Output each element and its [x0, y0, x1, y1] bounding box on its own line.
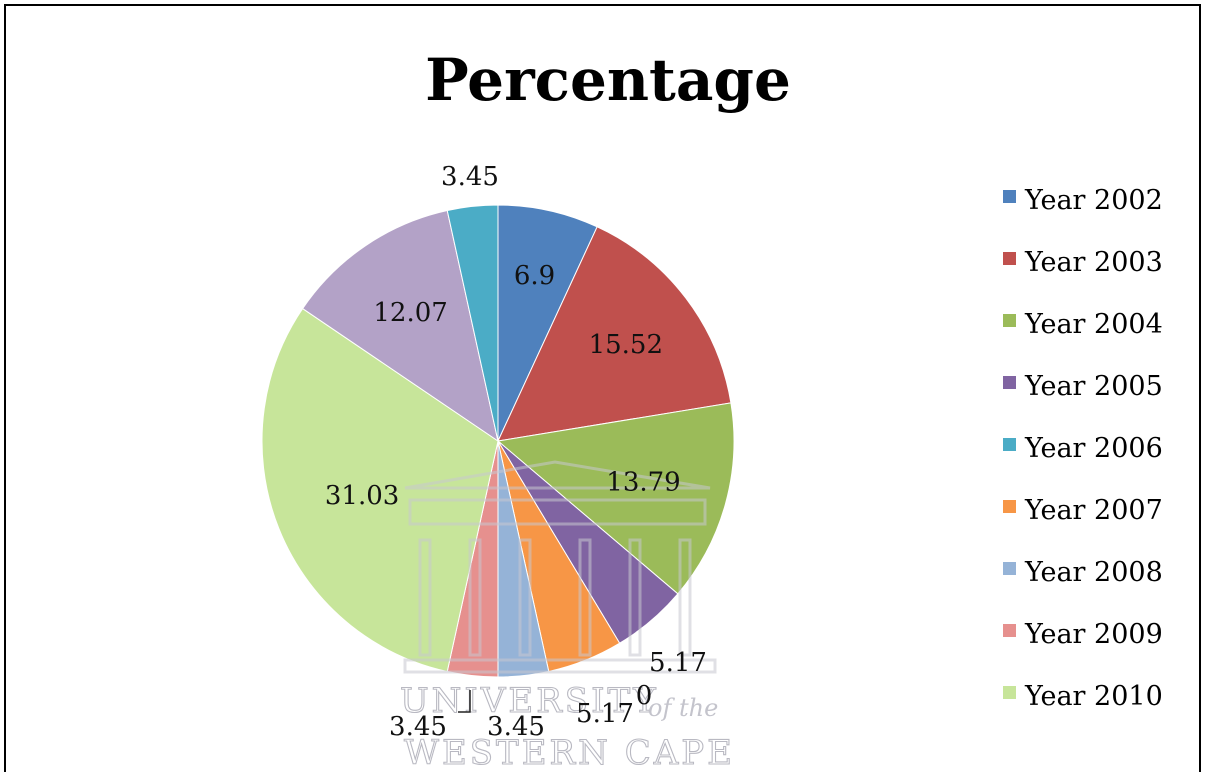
watermark-line-1b: of the — [648, 694, 718, 722]
legend-label-year-2004: Year 2004 — [1024, 309, 1163, 340]
pie-slices — [261, 204, 735, 678]
legend-swatch-year-2003 — [1003, 252, 1016, 265]
legend-swatch-year-2007 — [1003, 500, 1016, 513]
legend-label-year-2010: Year 2010 — [1024, 681, 1163, 712]
legend-swatch-year-2010 — [1003, 686, 1016, 699]
leader-line — [458, 690, 471, 713]
watermark-seal — [403, 460, 717, 674]
legend-swatch-year-2008 — [1003, 562, 1016, 575]
chart-frame — [4, 4, 1201, 772]
legend-label-year-2003: Year 2003 — [1024, 247, 1163, 278]
pie-slice-year-2005-8 — [301, 209, 499, 443]
data-label-zero: 0 — [636, 681, 653, 711]
legend-swatch-year-2002 — [1003, 190, 1016, 203]
legend-label-year-2006: Year 2006 — [1024, 433, 1163, 464]
pie-slice-year-2004-2 — [496, 402, 735, 595]
legend-label-year-2005: Year 2005 — [1024, 371, 1163, 402]
legend-swatch-year-2006 — [1003, 438, 1016, 451]
chart-title: Percentage — [425, 46, 791, 114]
legend-label-year-2007: Year 2007 — [1024, 495, 1163, 526]
data-label-5: 3.45 — [487, 712, 545, 742]
data-label-0: 6.9 — [514, 261, 555, 291]
legend-label-year-2008: Year 2008 — [1024, 557, 1163, 588]
legend-swatch-year-2009 — [1003, 624, 1016, 637]
data-label-6: 3.45 — [389, 712, 447, 742]
data-label-7: 31.03 — [325, 481, 399, 511]
data-label-8: 12.07 — [373, 298, 447, 328]
data-label-4: 5.17 — [576, 699, 634, 729]
data-label-3: 5.17 — [649, 648, 707, 678]
data-labels: 6.9 15.52 13.79 5.17 5.17 3.45 3.45 31.03 12.07 3… — [325, 162, 707, 742]
pie-slice-year-2003-1 — [497, 226, 732, 442]
watermark-line-2: WESTERN CAPE — [404, 733, 735, 773]
data-label-2: 13.79 — [606, 468, 680, 498]
watermark-line-1: UNIVERSITY — [400, 681, 659, 721]
legend-label-year-2002: Year 2002 — [1024, 185, 1163, 216]
legend: Year 2002 Year 2003 Year 2004 Year 2005 Year… — [1003, 185, 1163, 712]
pie-slice-year-2010-7 — [261, 307, 499, 673]
legend-swatch-year-2005 — [1003, 376, 1016, 389]
legend-label-year-2009: Year 2009 — [1024, 619, 1163, 650]
pie-slice-year-2006-9 — [446, 204, 499, 442]
data-label-9: 3.45 — [441, 162, 499, 192]
data-label-1: 15.52 — [589, 330, 663, 360]
legend-swatch-year-2004 — [1003, 314, 1016, 327]
